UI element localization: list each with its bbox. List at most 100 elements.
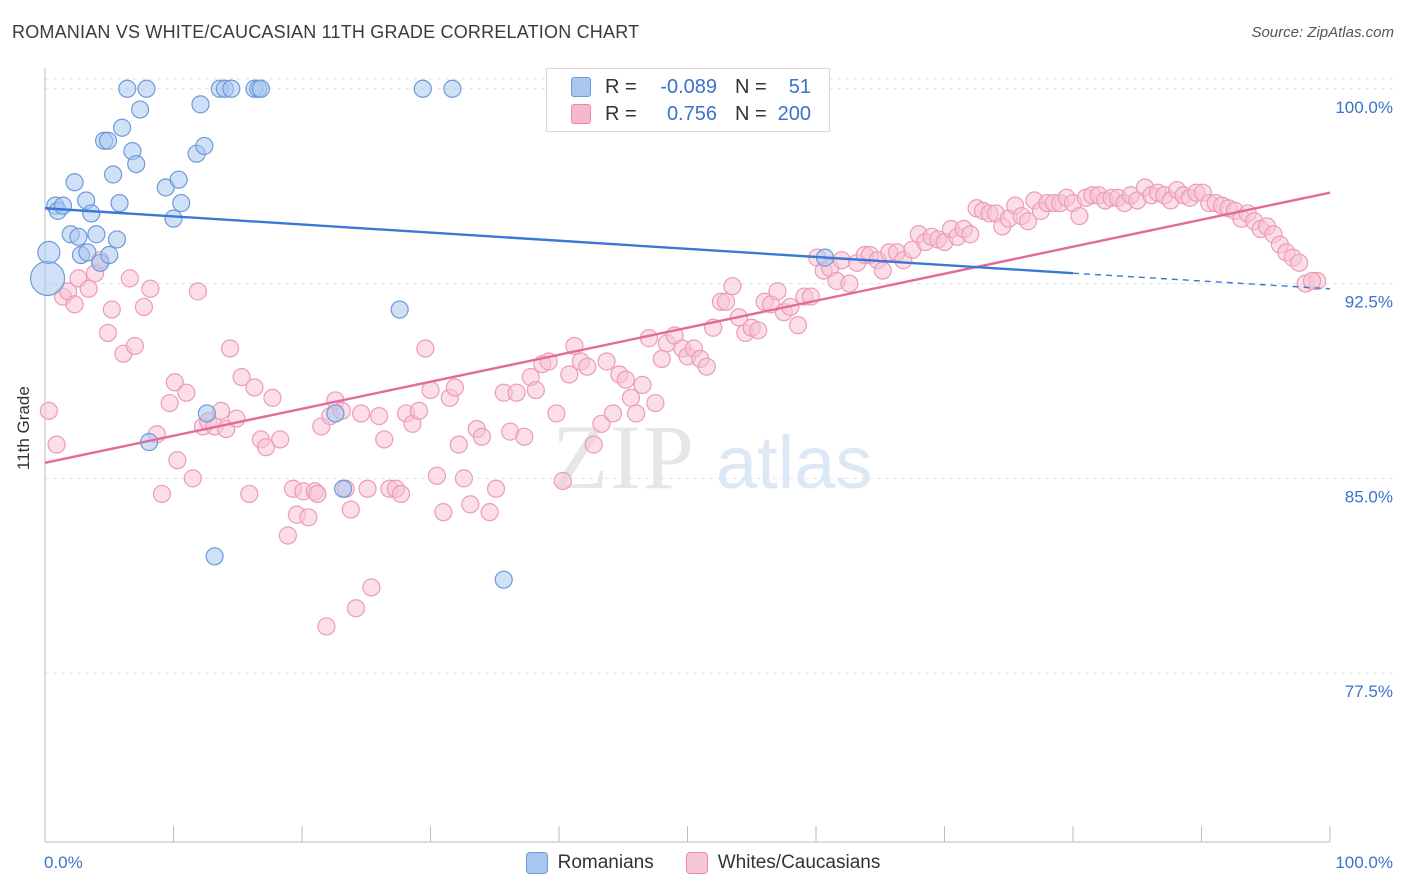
point-whites <box>616 370 635 389</box>
point-whites <box>98 323 118 343</box>
point-romanians <box>390 300 409 319</box>
axes <box>44 68 1331 843</box>
point-whites <box>232 367 251 387</box>
watermark-atlas: atlas <box>716 421 872 504</box>
point-whites <box>486 479 506 498</box>
point-whites <box>749 321 768 340</box>
point-whites <box>592 414 611 433</box>
point-whites <box>445 378 465 397</box>
legend-n-label: N = <box>735 75 767 98</box>
legend-swatch-romanians <box>571 77 591 97</box>
point-whites <box>391 484 411 504</box>
point-romanians <box>443 79 462 98</box>
point-whites <box>840 274 859 293</box>
point-romanians <box>334 479 353 498</box>
y-tick-label: 77.5% <box>1345 682 1393 701</box>
point-whites <box>1290 253 1309 272</box>
point-whites <box>553 471 572 491</box>
legend-row-whites: R = 0.756 N = 200 <box>571 101 811 127</box>
point-whites <box>168 451 187 470</box>
legend-r-label: R = <box>605 102 637 125</box>
point-whites <box>134 297 154 317</box>
legend-row-romanians: R = -0.089 N = 51 <box>571 74 811 100</box>
point-whites <box>308 484 327 504</box>
point-whites <box>152 484 172 504</box>
point-whites <box>697 357 716 376</box>
point-whites <box>346 599 366 618</box>
point-romanians <box>100 245 119 265</box>
point-whites <box>375 430 394 449</box>
legend-swatch-romanians <box>525 852 548 874</box>
point-whites <box>240 484 259 504</box>
point-whites <box>220 339 240 358</box>
point-romanians <box>104 165 123 184</box>
point-whites <box>603 404 623 423</box>
trend-line-whites <box>44 191 1331 464</box>
romanians-points <box>29 79 835 589</box>
legend-n-value: 200 <box>777 102 811 125</box>
point-romanians <box>53 196 73 215</box>
point-whites <box>416 339 435 358</box>
watermark: ZIP atlas <box>552 406 872 508</box>
series-legend: Romanians Whites/Caucasians <box>0 852 1406 874</box>
legend-item-whites[interactable]: Whites/Caucasians <box>685 852 881 874</box>
legend-item-romanians[interactable]: Romanians <box>525 852 654 874</box>
point-whites <box>427 466 447 485</box>
point-romanians <box>195 136 214 156</box>
point-whites <box>263 388 282 407</box>
point-romanians <box>107 230 127 249</box>
point-romanians <box>413 79 432 98</box>
point-romanians <box>118 79 137 98</box>
point-whites <box>472 427 491 446</box>
point-whites <box>547 404 566 423</box>
point-romanians <box>169 170 188 189</box>
point-whites <box>560 365 579 384</box>
point-whites <box>79 279 98 298</box>
point-whites <box>183 469 202 488</box>
legend-label-whites: Whites/Caucasians <box>717 852 881 873</box>
legend-n-value: 51 <box>788 75 811 98</box>
legend-label-romanians: Romanians <box>557 852 654 873</box>
point-whites <box>125 336 145 356</box>
point-whites <box>278 526 297 545</box>
point-whites <box>961 225 980 244</box>
point-romanians <box>87 225 106 244</box>
point-whites <box>454 469 474 488</box>
point-whites <box>160 393 179 413</box>
point-romanians <box>205 547 224 566</box>
point-whites <box>120 269 139 288</box>
point-whites <box>256 438 276 457</box>
point-romanians <box>326 404 345 423</box>
point-romanians <box>110 193 129 213</box>
point-romanians <box>494 570 513 589</box>
point-whites <box>165 373 184 392</box>
trend-lines <box>44 191 1331 464</box>
point-whites <box>141 279 160 298</box>
point-romanians <box>222 79 241 98</box>
point-whites <box>409 401 429 420</box>
point-romanians <box>251 79 270 98</box>
point-romanians <box>112 118 132 137</box>
trend-line-romanians-extension <box>1072 272 1331 290</box>
point-whites <box>177 383 196 402</box>
y-tick-label: 85.0% <box>1345 487 1393 506</box>
point-whites <box>515 427 534 446</box>
point-whites <box>370 406 389 426</box>
point-whites <box>578 357 597 376</box>
point-whites <box>723 277 742 296</box>
whites-caucasians-points <box>39 178 1327 636</box>
source-credit: Source: ZipAtlas.com <box>1251 24 1394 41</box>
point-whites <box>341 500 360 519</box>
point-whites <box>652 349 671 368</box>
point-romanians <box>65 173 84 192</box>
stats-legend: R = -0.089 N = 51 R = 0.756 N = 200 <box>546 68 830 132</box>
point-whites <box>461 495 480 514</box>
point-whites <box>47 435 66 454</box>
point-whites <box>362 578 381 597</box>
point-whites <box>626 404 646 423</box>
point-whites <box>1018 212 1038 231</box>
tick-labels: 77.5% 85.0% 92.5% 100.0% 0.0% 100.0% <box>44 98 1393 872</box>
legend-r-value: 0.756 <box>666 102 717 125</box>
point-whites <box>788 316 808 335</box>
